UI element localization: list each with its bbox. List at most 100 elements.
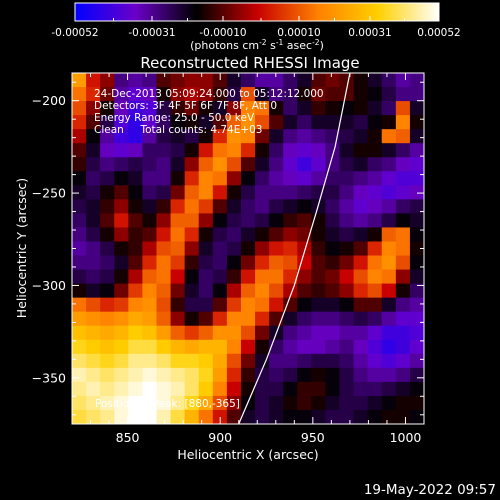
heatmap-cell (311, 73, 327, 88)
heatmap-cell (269, 353, 284, 369)
heatmap-cell (156, 157, 172, 172)
heatmap-cell (212, 73, 228, 88)
heatmap-cell (114, 213, 129, 229)
heatmap-cell (353, 227, 369, 243)
heatmap-cell (226, 395, 242, 411)
heatmap-cell (283, 311, 298, 327)
heatmap-cell (325, 199, 341, 214)
heatmap-cell (212, 87, 228, 102)
heatmap-cell (325, 367, 341, 383)
heatmap-cell (325, 241, 341, 257)
heatmap-cell (184, 367, 200, 383)
heatmap-cell (381, 381, 397, 397)
heatmap-cell (240, 395, 256, 411)
y-tick-label: −350 (32, 370, 66, 385)
heatmap-cell (395, 381, 411, 397)
heatmap-cell (269, 367, 284, 383)
heatmap-cell (226, 311, 242, 327)
heatmap-cell (156, 213, 172, 229)
heatmap-cell (72, 199, 87, 214)
heatmap-cell (100, 283, 115, 299)
heatmap-cell (409, 269, 424, 285)
heatmap-cell (226, 255, 242, 271)
heatmap-cell (184, 269, 200, 285)
heatmap-cell (86, 157, 101, 172)
heatmap-cell (409, 185, 424, 200)
heatmap-cell (86, 241, 101, 257)
heatmap-cell (283, 353, 298, 369)
heatmap-cell (212, 241, 228, 257)
heatmap-cell (297, 381, 312, 397)
heatmap-cell (311, 157, 327, 172)
heatmap-cell (198, 367, 214, 383)
heatmap-cell (367, 339, 383, 355)
heatmap-cell (269, 213, 284, 229)
heatmap-cell (72, 101, 87, 116)
heatmap-cell (381, 395, 397, 411)
heatmap-cell (339, 185, 355, 200)
heatmap-cell (353, 87, 369, 102)
heatmap-cell (297, 213, 312, 229)
heatmap-cell (100, 297, 115, 313)
heatmap-cell (395, 367, 411, 383)
heatmap-cell (381, 115, 397, 130)
heatmap-cell (86, 213, 101, 229)
heatmap-cell (381, 297, 397, 313)
heatmap-cell (395, 143, 411, 158)
heatmap-cell (297, 241, 312, 257)
heatmap-cell (128, 129, 143, 144)
heatmap-cell (367, 199, 383, 214)
heatmap-cell (381, 171, 397, 186)
colorbar-tick-label: -0.00010 (199, 27, 246, 39)
heatmap-cell (198, 325, 214, 341)
heatmap-cell (353, 381, 369, 397)
heatmap-cell (212, 283, 228, 299)
heatmap-cell (339, 269, 355, 285)
heatmap-cell (170, 87, 186, 102)
heatmap-cell (325, 381, 341, 397)
y-tick-label: −300 (32, 278, 66, 293)
heatmap-cell (255, 143, 270, 158)
heatmap-cell (198, 129, 214, 144)
heatmap-cell (156, 171, 172, 186)
heatmap-cell (395, 325, 411, 341)
heatmap-cell (198, 115, 214, 130)
heatmap-cell (409, 381, 424, 397)
heatmap-cell (367, 353, 383, 369)
heatmap-cell (367, 101, 383, 116)
heatmap-cell (325, 185, 341, 200)
heatmap-cell (100, 171, 115, 186)
heatmap-cell (156, 297, 172, 313)
heatmap-cell (283, 213, 298, 229)
heatmap-cell (198, 241, 214, 257)
heatmap-cell (100, 199, 115, 214)
y-axis-label: Heliocentric Y (arcsec) (14, 178, 29, 318)
heatmap-cell (72, 353, 87, 369)
heatmap-cell (72, 311, 87, 327)
heatmap-cell (269, 199, 284, 214)
heatmap-cell (128, 381, 143, 397)
heatmap-cell (142, 213, 158, 229)
heatmap-cell (269, 157, 284, 172)
heatmap-cell (311, 143, 327, 158)
heatmap-cell (395, 199, 411, 214)
heatmap-cell (311, 241, 327, 257)
heatmap-cell (198, 269, 214, 285)
heatmap-cell (311, 339, 327, 355)
heatmap-cell (212, 297, 228, 313)
heatmap-cell (72, 213, 87, 229)
heatmap-cell (100, 311, 115, 327)
heatmap-cell (339, 409, 355, 424)
heatmap-cell (269, 241, 284, 257)
heatmap-cell (381, 227, 397, 243)
heatmap-cell (170, 115, 186, 130)
heatmap-cell (409, 409, 424, 424)
heatmap-cell (114, 283, 129, 299)
heatmap-cell (283, 115, 298, 130)
heatmap-cell (184, 171, 200, 186)
heatmap-cell (100, 213, 115, 229)
heatmap-cell (184, 241, 200, 257)
heatmap-cell (240, 199, 256, 214)
heatmap-cell (72, 297, 87, 313)
heatmap-cell (212, 227, 228, 243)
